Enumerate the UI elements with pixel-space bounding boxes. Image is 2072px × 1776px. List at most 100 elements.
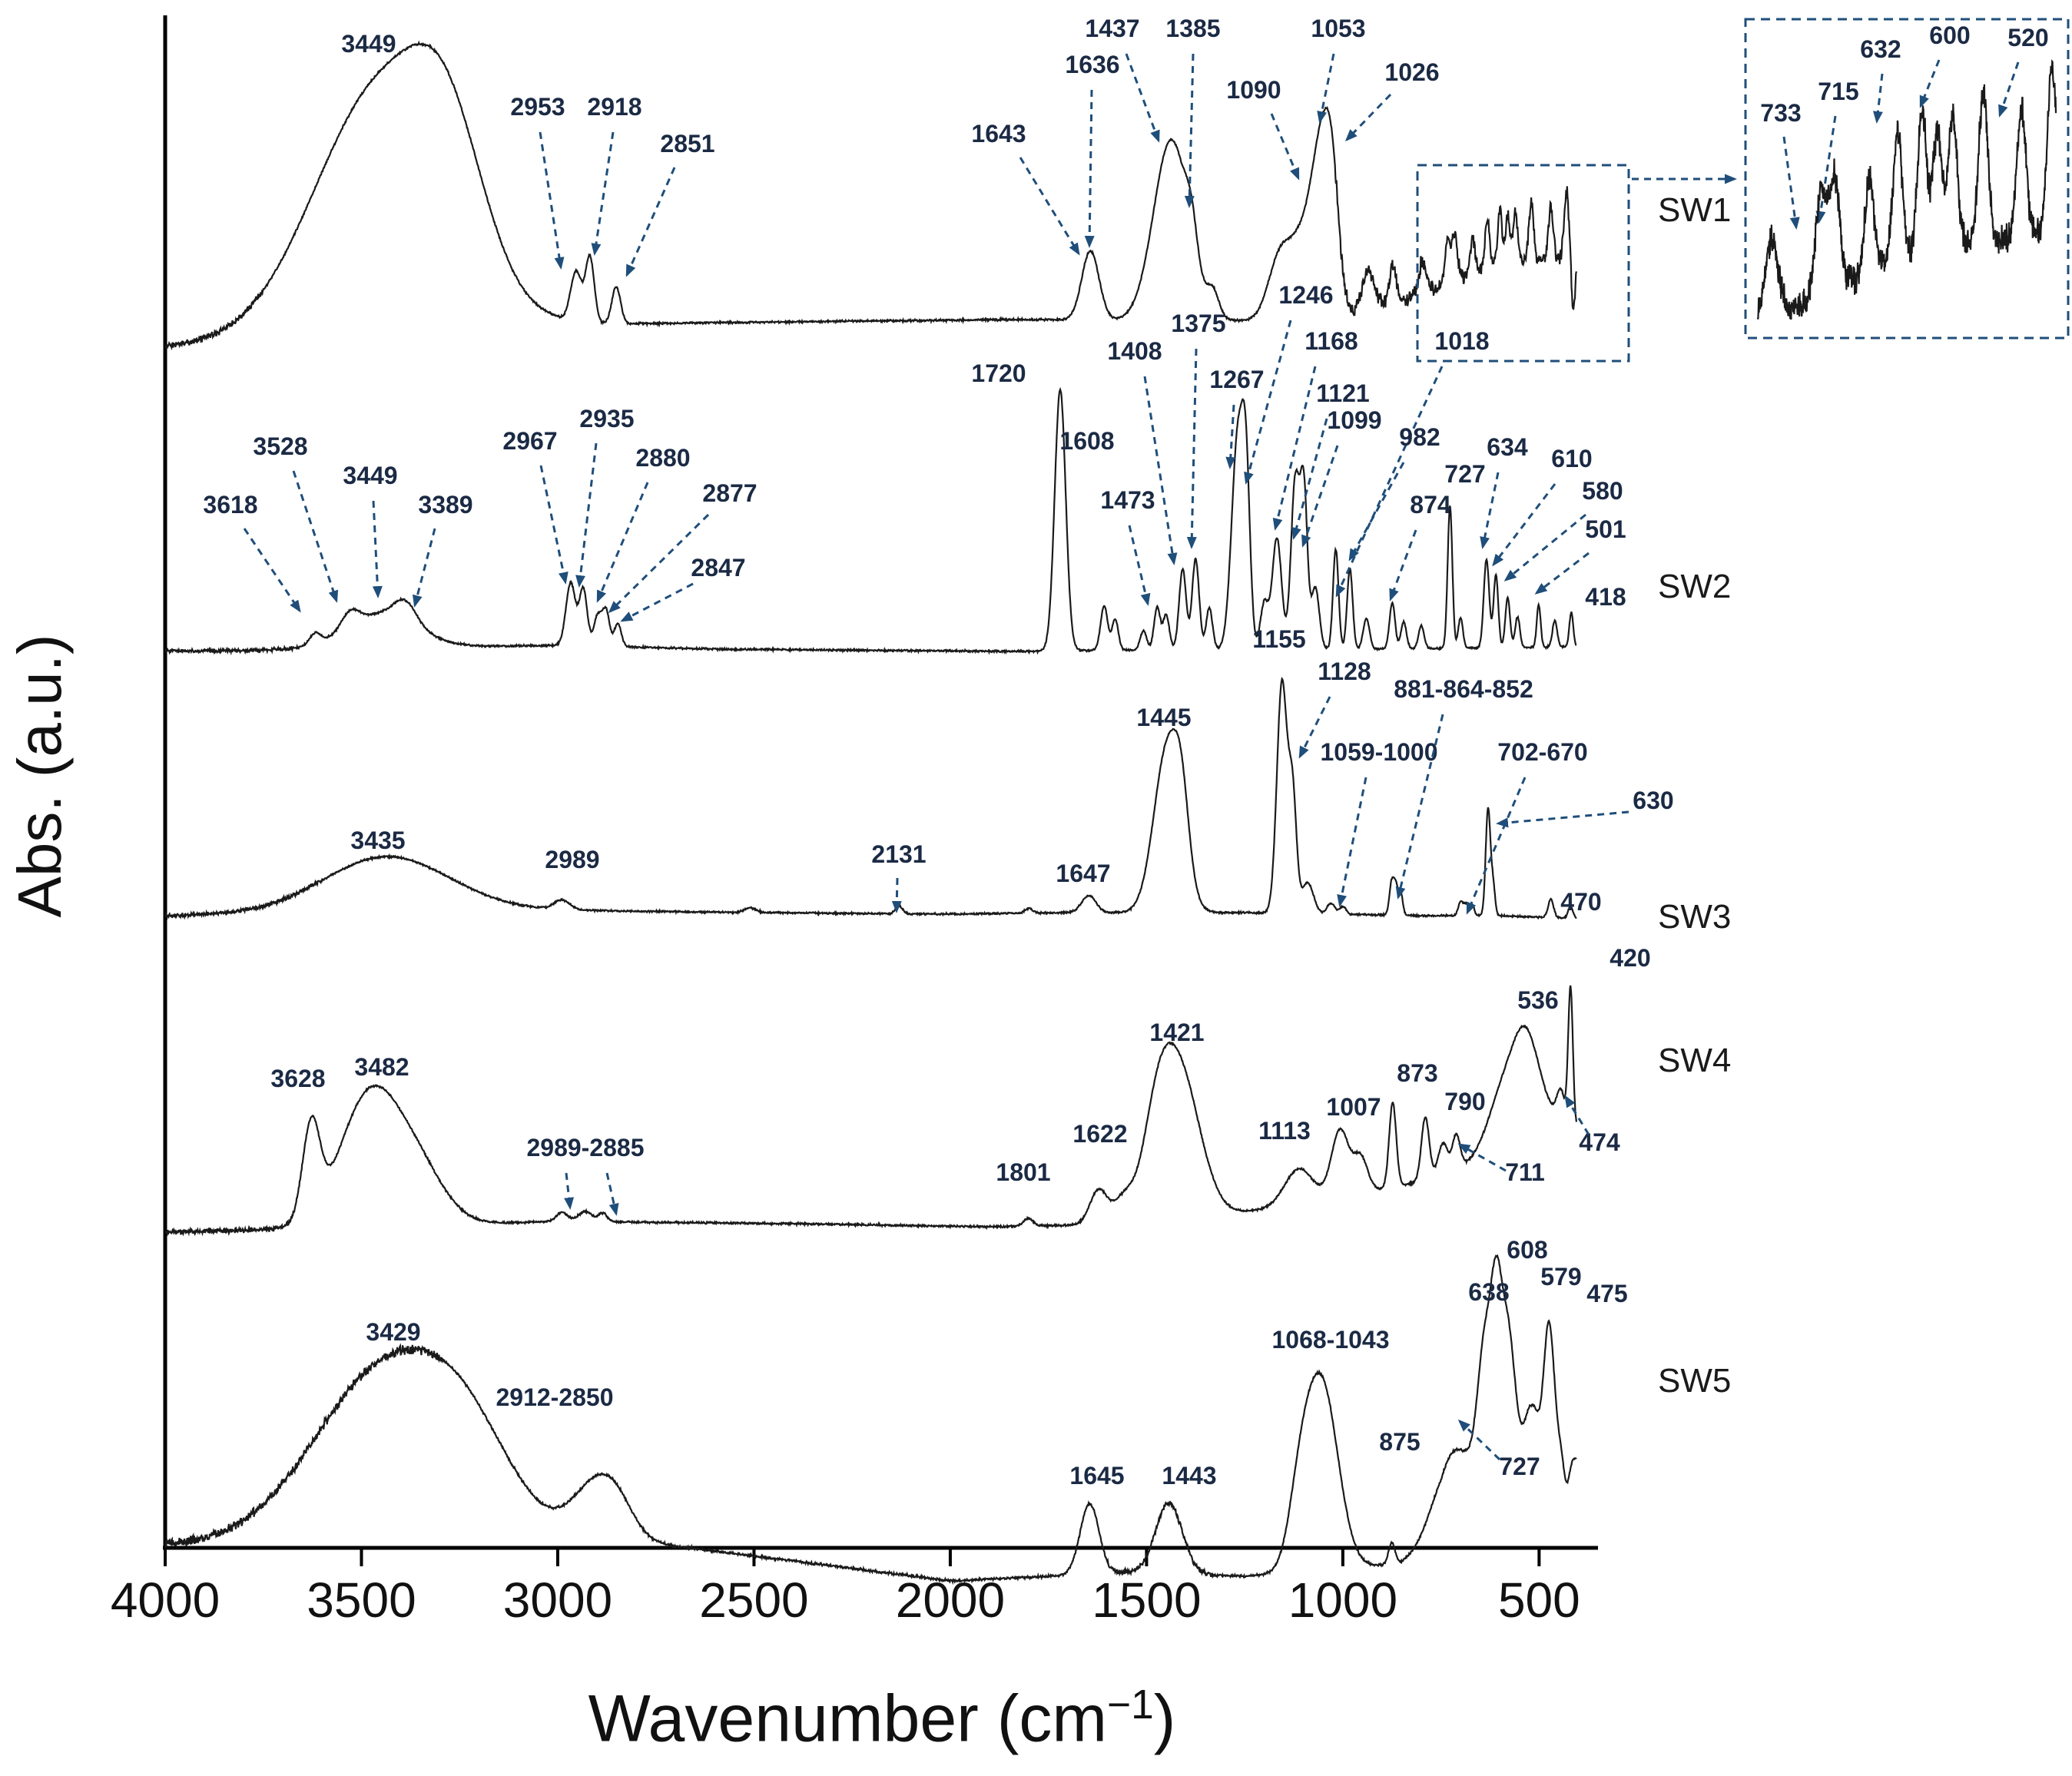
peak-label: 3449 — [343, 462, 397, 489]
peak-label: 3449 — [341, 30, 396, 58]
annotation-arrow — [1466, 777, 1527, 915]
annotation-arrow — [1301, 445, 1339, 548]
peak-label: 1421 — [1149, 1019, 1204, 1046]
annotation-arrow — [1125, 53, 1160, 143]
annotation-arrow — [1998, 61, 2020, 118]
annotation-arrow — [605, 1172, 619, 1216]
annotation-arrow — [1534, 552, 1590, 595]
peak-label: 3389 — [418, 491, 472, 519]
peak-label: 1801 — [996, 1158, 1050, 1186]
peak-label: 1375 — [1171, 310, 1225, 337]
peak-label: 501 — [1585, 515, 1626, 543]
peak-label: 1053 — [1311, 15, 1365, 42]
series-label-SW1: SW1 — [1658, 191, 1731, 229]
annotation-arrow — [1457, 1143, 1507, 1172]
annotation-arrow — [1919, 59, 1941, 108]
peak-label: 579 — [1540, 1263, 1581, 1291]
annotation-arrow — [412, 528, 436, 608]
peak-label: 630 — [1633, 787, 1673, 814]
annotation-arrow — [1291, 418, 1328, 540]
series-label-SW5: SW5 — [1658, 1362, 1731, 1400]
x-axis-title-superscript: −1 — [1106, 1682, 1154, 1728]
peak-label: 638 — [1468, 1278, 1509, 1306]
peak-label: 715 — [1818, 78, 1858, 105]
x-axis-title-text: Wavenumber (cm — [588, 1682, 1107, 1756]
peak-label: 2989-2885 — [526, 1134, 644, 1161]
annotation-arrow — [1815, 115, 1837, 224]
x-axis-ticks: 4000 3500 3000 2500 2000 1500 1000 500 — [111, 1548, 1580, 1628]
annotation-arrow — [1317, 53, 1335, 124]
peak-label: 873 — [1397, 1059, 1437, 1087]
peak-label: 1267 — [1209, 366, 1264, 393]
peak-label: 1168 — [1305, 327, 1358, 355]
peak-label: 1408 — [1107, 337, 1162, 365]
spectrum-SW3 — [164, 677, 1577, 921]
peak-label: 634 — [1487, 433, 1528, 461]
annotation-arrow — [1298, 696, 1331, 759]
inset-spectrum — [1756, 59, 2057, 320]
peak-label: 420 — [1610, 944, 1650, 972]
series-label-SW2: SW2 — [1658, 568, 1731, 605]
annotation-arrow — [608, 513, 710, 614]
peak-label: 727 — [1499, 1453, 1540, 1480]
peak-label: 1647 — [1056, 860, 1110, 887]
annotation-arrow — [1348, 462, 1405, 562]
peak-label: 3429 — [366, 1318, 420, 1346]
peak-label: 2953 — [510, 93, 565, 121]
annotations-SW5: 3429 2912-2850 1645 1443 1068-1043 875 727 638 6… — [366, 1236, 1627, 1489]
peak-label: 3528 — [253, 432, 307, 460]
peak-label: 1128 — [1318, 658, 1371, 685]
peak-label: 475 — [1586, 1280, 1627, 1307]
annotation-arrow — [625, 167, 676, 277]
peak-label: 1155 — [1252, 625, 1305, 653]
peak-label: 881-864-852 — [1394, 675, 1533, 703]
annotations-SW1: 3449 2953 2918 2851 1643 1636 1437 1385 1090 1053… — [341, 15, 1440, 277]
peak-label: 2877 — [702, 479, 757, 507]
peak-label: 1007 — [1326, 1093, 1381, 1121]
annotation-arrow — [1480, 472, 1500, 549]
peak-label: 1026 — [1384, 58, 1439, 86]
annotation-arrow — [1782, 136, 1800, 230]
peak-label: 474 — [1579, 1128, 1620, 1156]
y-axis-title: Abs. (a.u.) — [5, 634, 74, 918]
annotation-arrow — [1184, 53, 1195, 208]
annotations-SW4: 3628 3482 2989-2885 1801 1622 1421 1113 1007 873… — [270, 944, 1651, 1216]
annotation-arrow — [1492, 483, 1556, 567]
annotation-arrow — [1084, 89, 1095, 248]
series-label-SW3: SW3 — [1658, 898, 1731, 936]
tick-label: 1000 — [1288, 1572, 1397, 1628]
x-axis-title: Wavenumber (cm−1) — [588, 1682, 1176, 1758]
annotation-arrow — [1389, 529, 1417, 601]
annotation-arrow — [1395, 714, 1444, 900]
annotation-arrow — [564, 1172, 575, 1210]
peak-label: 874 — [1410, 491, 1451, 519]
tick-label: 500 — [1498, 1572, 1580, 1628]
peak-label: 1473 — [1100, 486, 1155, 514]
peak-label: 1068-1043 — [1271, 1326, 1389, 1354]
peak-label: 1608 — [1059, 427, 1114, 455]
annotation-arrow — [1225, 404, 1236, 469]
annotation-arrow — [1019, 157, 1080, 256]
peak-label: 1385 — [1165, 15, 1220, 42]
annotation-arrow — [539, 131, 565, 270]
annotation-arrow — [1503, 513, 1586, 582]
annotation-arrow — [1186, 348, 1198, 549]
peak-label: 2912-2850 — [496, 1383, 613, 1411]
annotation-arrow — [1272, 366, 1317, 531]
annotation-arrow — [1457, 1419, 1501, 1461]
peak-label: 1443 — [1162, 1462, 1216, 1489]
spectrum-SW4 — [164, 985, 1577, 1237]
annotation-arrow — [1143, 376, 1178, 565]
peak-label: 1018 — [1434, 327, 1489, 355]
peak-label: 2847 — [691, 554, 745, 582]
peak-label: 610 — [1551, 445, 1592, 472]
peak-label: 2935 — [579, 405, 634, 432]
annotation-arrow — [591, 131, 615, 256]
spectrum-SW5 — [164, 1254, 1577, 1585]
peak-label: 1445 — [1136, 704, 1191, 731]
annotation-arrow — [292, 470, 339, 603]
